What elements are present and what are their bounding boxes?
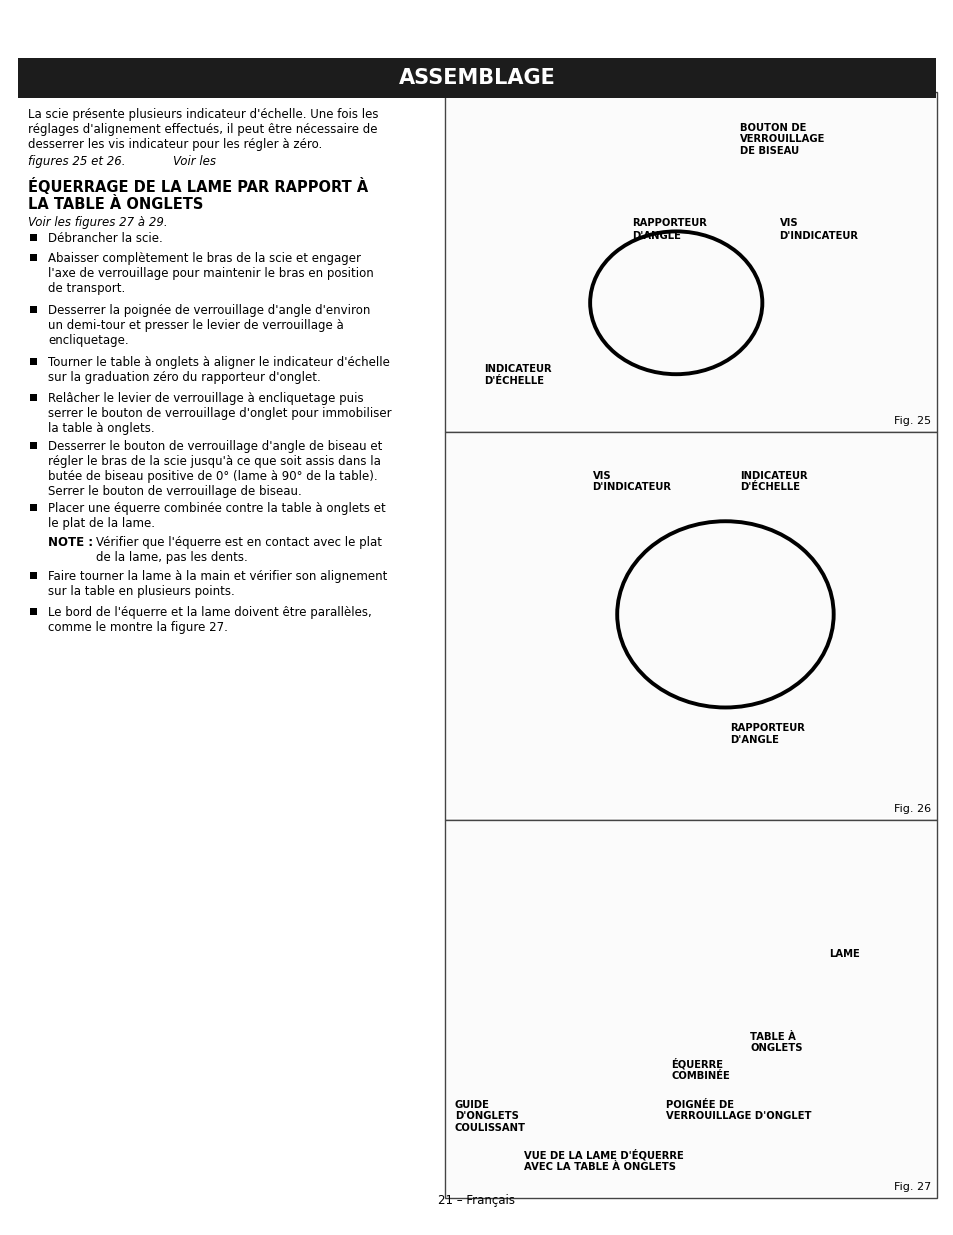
Text: Fig. 26: Fig. 26 — [893, 804, 930, 814]
Bar — [447, 94, 934, 430]
Text: D'INDICATEUR: D'INDICATEUR — [779, 231, 858, 241]
Text: figures 25 et 26.: figures 25 et 26. — [28, 156, 126, 168]
Bar — [30, 306, 37, 312]
Text: 21 – Français: 21 – Français — [438, 1194, 515, 1207]
Bar — [444, 820, 936, 1198]
Text: VIS
D'INDICATEUR: VIS D'INDICATEUR — [592, 471, 671, 493]
Bar — [30, 358, 37, 366]
Bar — [447, 823, 934, 1195]
Bar — [30, 608, 37, 615]
Bar — [447, 433, 934, 818]
Bar — [30, 254, 37, 261]
Text: GUIDE
D'ONGLETS
COULISSANT: GUIDE D'ONGLETS COULISSANT — [455, 1099, 525, 1132]
Text: Voir les figures 27 à 29.: Voir les figures 27 à 29. — [28, 216, 168, 228]
Text: D'ANGLE: D'ANGLE — [631, 231, 680, 241]
Text: ASSEMBLAGE: ASSEMBLAGE — [398, 68, 555, 88]
Text: Voir les: Voir les — [172, 156, 215, 168]
Text: RAPPORTEUR
D'ANGLE: RAPPORTEUR D'ANGLE — [730, 722, 804, 745]
Text: Faire tourner la lame à la main et vérifier son alignement
sur la table en plusi: Faire tourner la lame à la main et vérif… — [48, 571, 387, 598]
Text: INDICATEUR
D'ÉCHELLE: INDICATEUR D'ÉCHELLE — [740, 471, 807, 493]
Text: RAPPORTEUR: RAPPORTEUR — [631, 217, 706, 227]
Text: Fig. 27: Fig. 27 — [893, 1182, 930, 1192]
Text: Placer une équerre combinée contre la table à onglets et
le plat de la lame.: Placer une équerre combinée contre la ta… — [48, 501, 385, 530]
Text: Tourner le table à onglets à aligner le indicateur d'échelle
sur la graduation z: Tourner le table à onglets à aligner le … — [48, 356, 390, 384]
Text: Abaisser complètement le bras de la scie et engager
l'axe de verrouillage pour m: Abaisser complètement le bras de la scie… — [48, 252, 374, 295]
Text: TABLE À
ONGLETS: TABLE À ONGLETS — [749, 1031, 801, 1053]
Bar — [18, 58, 935, 98]
Bar — [30, 504, 37, 511]
Text: VIS: VIS — [779, 217, 798, 227]
Text: ÉQUERRE
COMBINÉE: ÉQUERRE COMBINÉE — [671, 1058, 729, 1081]
Text: Desserrer le bouton de verrouillage d'angle de biseau et
régler le bras de la sc: Desserrer le bouton de verrouillage d'an… — [48, 440, 382, 498]
Bar — [30, 442, 37, 450]
Text: BOUTON DE
VERROUILLAGE
DE BISEAU: BOUTON DE VERROUILLAGE DE BISEAU — [740, 122, 824, 156]
Text: Fig. 25: Fig. 25 — [893, 416, 930, 426]
Text: Relâcher le levier de verrouillage à encliquetage puis
serrer le bouton de verro: Relâcher le levier de verrouillage à enc… — [48, 391, 392, 435]
Text: Desserrer la poignée de verrouillage d'angle d'environ
un demi-tour et presser l: Desserrer la poignée de verrouillage d'a… — [48, 304, 370, 347]
Text: Débrancher la scie.: Débrancher la scie. — [48, 232, 163, 245]
Text: Vérifier que l'équerre est en contact avec le plat
de la lame, pas les dents.: Vérifier que l'équerre est en contact av… — [96, 536, 381, 564]
Bar — [444, 91, 936, 432]
Text: NOTE :: NOTE : — [48, 536, 97, 550]
Bar — [30, 233, 37, 241]
Bar — [30, 572, 37, 579]
Text: La scie présente plusieurs indicateur d'échelle. Une fois les
réglages d'alignem: La scie présente plusieurs indicateur d'… — [28, 107, 378, 151]
Text: LAME: LAME — [828, 948, 859, 958]
Bar — [444, 432, 936, 820]
Bar — [30, 394, 37, 401]
Text: Le bord de l'équerre et la lame doivent être parallèles,
comme le montre la figu: Le bord de l'équerre et la lame doivent … — [48, 606, 372, 634]
Text: INDICATEUR
D'ÉCHELLE: INDICATEUR D'ÉCHELLE — [484, 364, 552, 385]
Text: VUE DE LA LAME D'ÉQUERRE
AVEC LA TABLE À ONGLETS: VUE DE LA LAME D'ÉQUERRE AVEC LA TABLE À… — [523, 1149, 682, 1172]
Text: ÉQUERRAGE DE LA LAME PAR RAPPORT À
LA TABLE À ONGLETS: ÉQUERRAGE DE LA LAME PAR RAPPORT À LA TA… — [28, 178, 368, 212]
Text: POIGNÉE DE
VERROUILLAGE D'ONGLET: POIGNÉE DE VERROUILLAGE D'ONGLET — [666, 1099, 811, 1121]
